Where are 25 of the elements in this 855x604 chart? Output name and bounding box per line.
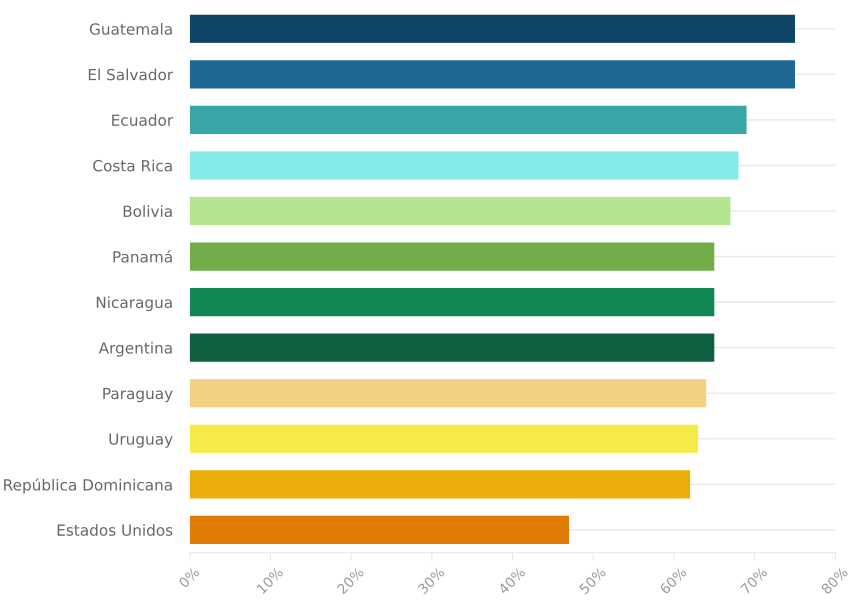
bar bbox=[190, 196, 730, 226]
x-tick-label: 0% bbox=[178, 566, 200, 588]
bar bbox=[190, 424, 698, 453]
bar bbox=[190, 288, 714, 316]
bar bbox=[190, 151, 739, 180]
y-tick-label: Panamá bbox=[113, 250, 172, 263]
bar bbox=[190, 379, 706, 408]
bar bbox=[190, 60, 795, 88]
bar bbox=[190, 106, 747, 134]
y-tick-label: Argentina bbox=[98, 342, 172, 357]
y-tick-label: Nicaragua bbox=[96, 296, 172, 312]
bar bbox=[190, 470, 690, 498]
y-tick-label: Costa Rica bbox=[93, 160, 172, 172]
y-tick-label: El Salvador bbox=[88, 68, 174, 80]
y-tick-label: Uruguay bbox=[110, 433, 173, 448]
y-tick-label: Estados Unidos bbox=[58, 524, 172, 536]
bar bbox=[190, 14, 795, 43]
bar bbox=[190, 242, 714, 271]
bar bbox=[190, 334, 714, 362]
y-tick-label: Ecuador bbox=[112, 114, 174, 126]
y-tick-label: Guatemala bbox=[90, 23, 172, 35]
bar bbox=[190, 516, 570, 544]
y-tick-label: República Dominicana bbox=[4, 478, 172, 494]
y-tick-label: Bolivia bbox=[124, 205, 172, 218]
y-tick-label: Paraguay bbox=[103, 388, 173, 402]
